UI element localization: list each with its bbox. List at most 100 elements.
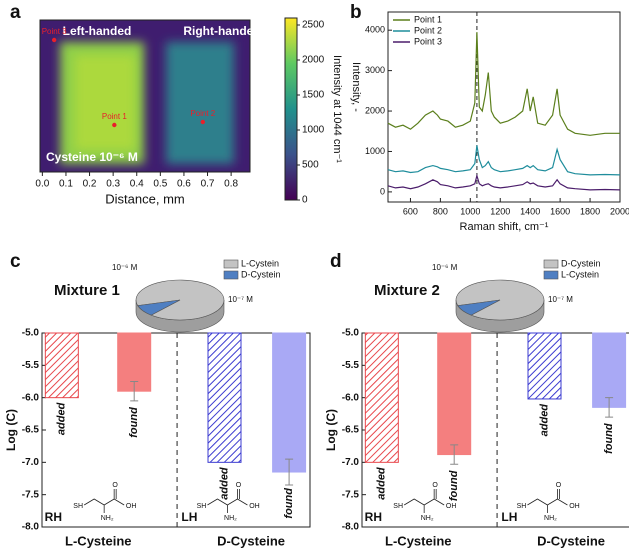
y-tick-label: -7.5 bbox=[342, 489, 360, 500]
point-marker bbox=[200, 119, 206, 125]
error-bar bbox=[130, 381, 139, 402]
legend-label: L-Cystein bbox=[561, 269, 599, 279]
structure-bonds bbox=[527, 489, 568, 513]
x-tick-label: 0.3 bbox=[106, 179, 120, 190]
y-tick-label: -5.5 bbox=[22, 360, 40, 371]
legend-swatch bbox=[543, 259, 559, 269]
bar-label: found bbox=[128, 407, 140, 438]
plot-frame bbox=[41, 332, 311, 528]
x-tick-label: 800 bbox=[433, 206, 448, 216]
y-tick-label: -6.5 bbox=[342, 425, 360, 436]
x-tick-label: 2000 bbox=[610, 206, 629, 216]
y-tick-label: 0 bbox=[380, 186, 385, 196]
bar-label: found bbox=[448, 470, 460, 501]
panel-letter: d bbox=[330, 251, 342, 272]
y-tick-label: -5.0 bbox=[22, 328, 40, 339]
inset-title: Mixture 1 bbox=[54, 282, 120, 299]
colorbar-tick-label: 2500 bbox=[302, 20, 325, 31]
x-axis-label: Raman shift, cm⁻¹ bbox=[460, 221, 549, 233]
bar-label: added bbox=[376, 467, 388, 500]
point-label: Point 3 bbox=[42, 27, 67, 36]
y-tick-label: -8.0 bbox=[22, 522, 40, 533]
x-tick-label: 0.6 bbox=[177, 179, 191, 190]
bar bbox=[44, 332, 79, 399]
structure-bonds bbox=[207, 489, 248, 513]
error-bar bbox=[605, 397, 614, 418]
legend-swatch bbox=[223, 259, 239, 269]
inset-title: Mixture 2 bbox=[374, 282, 440, 299]
x-tick-label: 1400 bbox=[520, 206, 540, 216]
legend-label: D-Cystein bbox=[561, 258, 601, 268]
point-label: Point 2 bbox=[190, 109, 215, 118]
x-tick-label: 1200 bbox=[490, 206, 510, 216]
series-line bbox=[387, 173, 621, 191]
panel-letter: a bbox=[10, 2, 21, 23]
series-line bbox=[387, 145, 621, 176]
group-tag: RH bbox=[365, 510, 382, 524]
structure-atom: O bbox=[556, 482, 562, 489]
structure-atom: SH bbox=[197, 503, 207, 510]
error-bar bbox=[285, 458, 294, 486]
y-tick-label: -6.0 bbox=[342, 392, 360, 403]
group-label: L-Cysteine bbox=[385, 533, 451, 548]
point-marker bbox=[112, 122, 117, 128]
y-tick-label: 3000 bbox=[365, 65, 385, 75]
group-label: L-Cysteine bbox=[65, 533, 131, 548]
colorbar-tick-label: 2000 bbox=[302, 55, 325, 66]
structure-atom: NH₂ bbox=[544, 515, 557, 522]
x-tick-label: 0.4 bbox=[130, 179, 144, 190]
structure-atom: SH bbox=[393, 503, 403, 510]
structure-atom: OH bbox=[569, 503, 580, 510]
x-tick-label: 0.2 bbox=[83, 179, 97, 190]
point-label: Point 1 bbox=[102, 112, 127, 121]
structure-atom: NH₂ bbox=[224, 515, 237, 522]
slice-label: 10⁻⁷ M bbox=[228, 295, 253, 304]
legend-label: Point 2 bbox=[414, 25, 442, 35]
x-axis-label: Distance, mm bbox=[105, 191, 184, 206]
bar bbox=[527, 332, 562, 400]
group-label: D-Cysteine bbox=[537, 533, 605, 548]
plot-frame bbox=[361, 332, 629, 528]
x-tick-label: 600 bbox=[403, 206, 418, 216]
bar bbox=[207, 332, 242, 463]
y-tick-label: -5.0 bbox=[342, 328, 360, 339]
legend-swatch bbox=[543, 270, 559, 280]
bar bbox=[272, 332, 307, 473]
structure-atom: O bbox=[432, 482, 438, 489]
group-tag: LH bbox=[181, 510, 197, 524]
bar-label: added bbox=[56, 402, 68, 435]
bar bbox=[437, 332, 472, 456]
structure-atom: OH bbox=[446, 503, 457, 510]
y-axis-label: Log (C) bbox=[4, 409, 18, 451]
slice-label: 10⁻⁶ M bbox=[112, 263, 138, 272]
legend-swatch bbox=[223, 270, 239, 280]
structure-atom: NH₂ bbox=[101, 515, 114, 522]
legend-label: Point 3 bbox=[414, 36, 442, 46]
structure-atom: NH₂ bbox=[421, 515, 434, 522]
bar bbox=[592, 332, 627, 408]
structure-atom: OH bbox=[249, 503, 260, 510]
x-tick-label: 1600 bbox=[550, 206, 570, 216]
bar-label: added bbox=[538, 404, 550, 437]
x-tick-label: 0.7 bbox=[201, 179, 215, 190]
heatmap-image bbox=[40, 20, 250, 172]
x-tick-label: 0.5 bbox=[153, 179, 167, 190]
legend-label: Point 1 bbox=[414, 14, 442, 24]
x-tick-label: 1800 bbox=[580, 206, 600, 216]
pie-slice bbox=[137, 299, 181, 316]
structure-bonds bbox=[403, 489, 445, 513]
x-tick-label: 0.0 bbox=[35, 179, 49, 190]
x-tick-label: 0.1 bbox=[59, 179, 73, 190]
legend-label: L-Cystein bbox=[241, 258, 279, 268]
panel-letter: c bbox=[10, 251, 21, 272]
structure-atom: SH bbox=[73, 503, 83, 510]
y-tick-label: 2000 bbox=[365, 105, 385, 115]
y-axis-label: Intensity, - bbox=[350, 62, 362, 112]
plot-frame bbox=[387, 11, 621, 203]
structure-atom: O bbox=[236, 482, 242, 489]
colorbar-tick-label: 500 bbox=[302, 160, 319, 171]
structure-atom: SH bbox=[517, 503, 527, 510]
colorbar-label: Intensity at 1044 cm⁻¹ bbox=[331, 55, 343, 163]
colorbar-tick-label: 1000 bbox=[302, 125, 325, 136]
